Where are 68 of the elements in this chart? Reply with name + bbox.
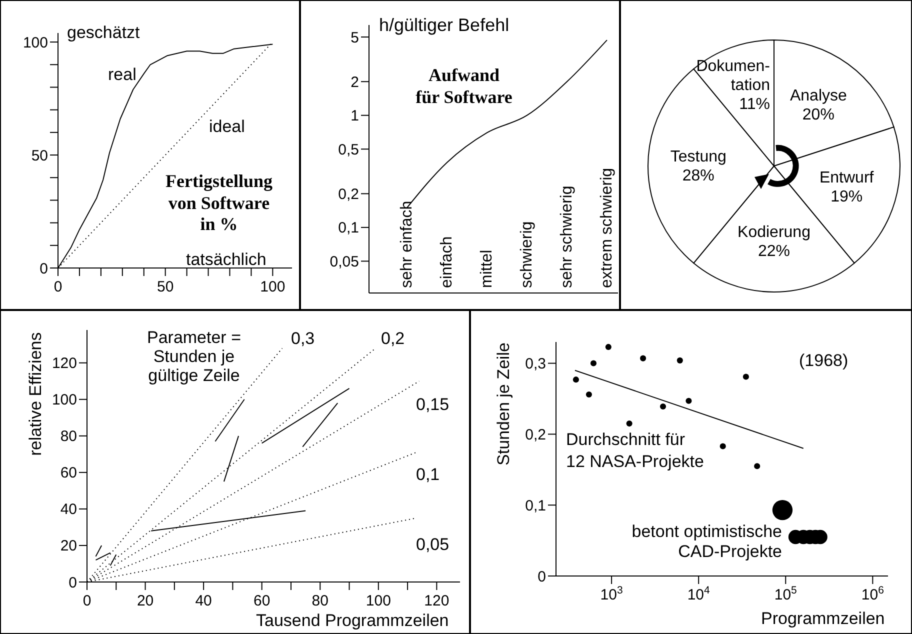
series-label: 0,1	[416, 465, 440, 486]
y-tick-label: 100	[22, 34, 48, 52]
x-tick-label: 100	[260, 278, 286, 296]
x-axis-title: Tausend Programmzeilen	[256, 611, 449, 632]
x-tick-label: sehr schwierig	[558, 186, 576, 288]
series-label: 0,05	[416, 535, 450, 556]
series-label: 0,3	[291, 329, 315, 350]
y-tick-label: 0,1	[338, 220, 359, 237]
y-tick-label: 0,1	[525, 497, 546, 514]
series-label: 0,15	[416, 395, 450, 416]
y-tick-label: 60	[60, 464, 77, 482]
x-tick-label: 80	[312, 592, 328, 610]
y-axis-title: relative Effiziens	[26, 332, 46, 456]
x-tick-label: 60	[254, 592, 270, 610]
annotation: (1968)	[799, 351, 848, 372]
slice-label: Analyse	[790, 86, 847, 104]
x-tick-label: 10$^{4}$	[687, 584, 710, 604]
x-tick-label: schwierig	[518, 221, 536, 288]
x-tick-label: extrem schwierig	[598, 168, 616, 288]
annotation: betont optimistische CAD-Projekte	[632, 522, 782, 562]
data-label: 11%	[739, 96, 770, 112]
y-tick-label: 120	[52, 355, 77, 372]
y-tick-label: 0,2	[338, 186, 359, 203]
x-tick-label: sehr einfach	[398, 200, 416, 288]
x-tick-label: 10$^{6}$	[861, 584, 884, 604]
y-tick-label: 0	[538, 568, 546, 586]
slice-label: Dokumen- tation	[696, 58, 770, 94]
x-axis-title: Programmzeilen	[761, 609, 885, 630]
slice-label: Kodierung	[738, 224, 810, 241]
y-tick-label: 0,3	[525, 356, 546, 373]
x-axis-title: tatsächlich	[186, 250, 266, 270]
y-tick-label: 0,2	[525, 426, 546, 444]
annotation: Parameter = Stunden je gültige Zeile	[146, 328, 242, 385]
y-tick-label: 20	[60, 538, 77, 555]
x-tick-label: 50	[156, 278, 174, 296]
x-tick-label: 10$^{3}$	[600, 584, 623, 604]
series-label: 0,2	[381, 329, 405, 350]
y-axis-title: h/gültiger Befehl	[379, 15, 510, 37]
y-tick-label: 40	[60, 501, 77, 518]
series-label: ideal	[209, 117, 245, 138]
y-axis-title: Stunden je Zeile	[494, 342, 514, 466]
y-tick-label: 1	[350, 108, 359, 125]
x-tick-label: 40	[195, 592, 212, 610]
y-tick-label: 80	[60, 428, 77, 446]
series-label: real	[108, 65, 136, 86]
y-tick-label: 0,05	[330, 253, 359, 270]
x-tick-label: 10$^{5}$	[774, 584, 798, 604]
y-axis-title: geschätzt	[67, 23, 140, 44]
x-tick-label: einfach	[438, 236, 456, 288]
y-tick-label: 100	[52, 392, 77, 409]
slice-label: Testung	[670, 148, 726, 165]
x-tick-label: 0	[82, 592, 92, 610]
data-label: 22%	[758, 242, 790, 260]
data-label: 20%	[802, 106, 834, 123]
data-label: 19%	[830, 188, 863, 206]
y-tick-label: 5	[350, 29, 359, 46]
text: Aufwand für Software	[414, 65, 514, 108]
x-tick-label: 120	[424, 592, 450, 610]
annotation: Durchschnitt für 12 NASA-Projekte	[566, 429, 704, 473]
text: Fertigstellung von Software in %	[164, 171, 274, 236]
y-tick-label: 50	[31, 147, 48, 164]
y-tick-label: 0,5	[338, 141, 359, 158]
y-tick-label: 2	[350, 74, 359, 91]
x-tick-label: 20	[136, 592, 154, 610]
data-label: 28%	[682, 167, 714, 184]
x-tick-label: mittel	[478, 250, 496, 288]
slice-label: Entwurf	[819, 169, 874, 186]
x-tick-label: 100	[366, 592, 391, 610]
